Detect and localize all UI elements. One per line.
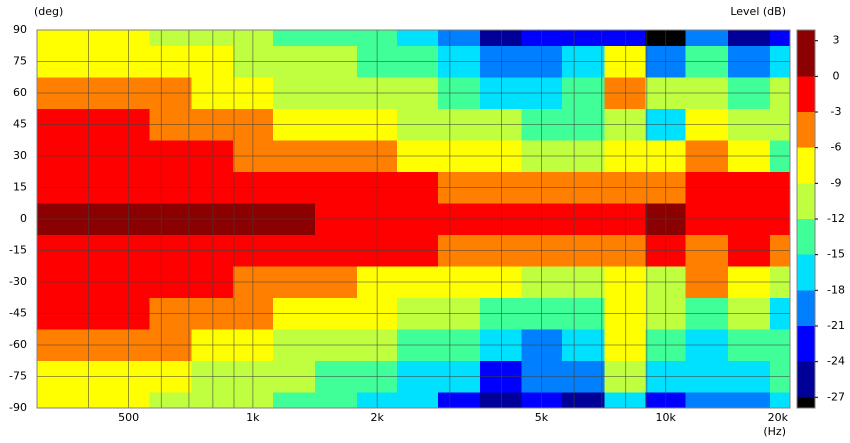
heat-cell	[67, 392, 110, 408]
colorbar-band	[797, 30, 815, 77]
heat-cell	[727, 392, 771, 408]
heat-cell	[480, 392, 522, 408]
colorbar-band	[797, 219, 815, 255]
y-tick-label: -45	[9, 307, 27, 320]
y-tick-label: 90	[13, 23, 27, 36]
colorbar-band	[797, 254, 815, 291]
colorbar-tick-label: -24	[827, 355, 845, 368]
x-tick-label: 1k	[246, 411, 260, 424]
colorbar-band	[797, 325, 815, 362]
heat-cell	[727, 30, 771, 47]
colorbar-band	[797, 76, 815, 113]
heat-cell	[272, 392, 316, 408]
heat-cell	[480, 30, 522, 47]
colorbar-band	[797, 397, 815, 408]
y-tick-label: 15	[13, 181, 27, 194]
heat-cell	[272, 30, 316, 47]
heat-cell	[769, 392, 790, 408]
colorbar-band	[797, 147, 815, 184]
heat-cell	[67, 30, 110, 47]
heat-cell	[604, 30, 647, 47]
colorbar-tick-label: -27	[827, 390, 845, 403]
colorbar-label: Level (dB)	[730, 5, 786, 18]
heat-cell	[685, 392, 729, 408]
y-tick-label: -75	[9, 370, 27, 383]
colorbar: 3 0 -3 -6 -9 -12 -15 -18 -21 -24 -27	[796, 29, 845, 409]
heat-cell	[37, 392, 68, 408]
heat-cell	[149, 30, 192, 47]
x-axis-label: (Hz)	[763, 425, 786, 438]
colorbar-band	[797, 290, 815, 326]
y-tick-label: 30	[13, 149, 27, 162]
colorbar-tick-label: -3	[831, 105, 842, 118]
colorbar-tick-label: -12	[827, 212, 845, 225]
heat-cell	[521, 30, 563, 47]
y-tick-label: 60	[13, 86, 27, 99]
colorbar-tick-label: -9	[831, 176, 842, 189]
y-tick-label: -90	[9, 401, 27, 414]
heat-cell	[315, 392, 358, 408]
colorbar-tick-label: -21	[827, 319, 845, 332]
heat-cell	[562, 392, 605, 408]
x-tick-label: 20k	[768, 411, 789, 424]
plot-frame	[36, 29, 791, 409]
x-tick-label: 5k	[535, 411, 549, 424]
heat-cell	[562, 30, 605, 47]
heat-cell	[604, 392, 647, 408]
colorbar-band	[797, 112, 815, 148]
heat-cell	[437, 30, 481, 47]
colorbar-tick-label: -6	[831, 141, 842, 154]
heat-cell	[191, 392, 234, 408]
colorbar-tick-label: -18	[827, 283, 845, 296]
heat-cell	[437, 392, 481, 408]
colorbar-band	[797, 183, 815, 219]
y-tick-label: -60	[9, 338, 27, 351]
heat-cell	[191, 30, 234, 47]
y-axis-label: (deg)	[34, 5, 63, 18]
heat-cell	[149, 392, 192, 408]
heat-cell	[397, 30, 439, 47]
y-tick-label: 0	[20, 212, 27, 225]
heat-cell	[521, 392, 563, 408]
colorbar-tick-label: 0	[833, 69, 840, 82]
x-tick-label: 2k	[370, 411, 384, 424]
heat-cell	[397, 392, 439, 408]
heat-cell	[108, 30, 150, 47]
heat-cell	[769, 30, 790, 47]
y-tick-label: -30	[9, 275, 27, 288]
y-tick-label: 75	[13, 55, 27, 68]
colorbar-band	[797, 361, 815, 398]
heat-cell	[685, 30, 729, 47]
x-tick-label: 10k	[656, 411, 677, 424]
colorbar-tick-label: 3	[833, 34, 840, 47]
colorbar-tick-label: -15	[827, 248, 845, 261]
heat-cell	[108, 392, 150, 408]
y-tick-label: 45	[13, 118, 27, 131]
y-tick-label: -15	[9, 244, 27, 257]
heat-cell	[37, 30, 68, 47]
heat-cell	[315, 30, 358, 47]
x-tick-label: 500	[118, 411, 139, 424]
